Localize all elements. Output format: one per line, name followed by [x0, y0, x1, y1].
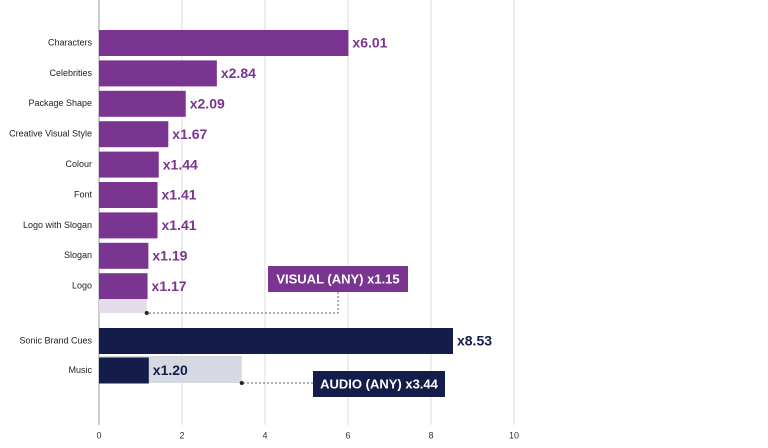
value-label: x2.84 — [221, 65, 256, 81]
category-label: Package Shape — [28, 98, 92, 108]
bar — [99, 30, 349, 56]
bar — [99, 357, 149, 384]
value-label: x1.20 — [153, 362, 188, 378]
value-label: x1.41 — [162, 187, 197, 203]
bar — [99, 60, 217, 87]
category-label: Music — [68, 365, 92, 375]
value-label: x1.67 — [172, 126, 207, 142]
category-label: Font — [74, 189, 93, 199]
value-label: x1.19 — [152, 248, 187, 264]
annotation-box — [313, 371, 445, 397]
category-label: Celebrities — [49, 68, 92, 78]
category-label: Sonic Brand Cues — [19, 335, 92, 345]
bar — [99, 242, 149, 269]
bar — [99, 121, 169, 148]
value-label: x2.09 — [190, 96, 225, 112]
value-label: x1.17 — [152, 278, 187, 294]
x-tick-label: 0 — [96, 430, 101, 440]
bar — [99, 328, 453, 354]
annotation-label: AUDIO (ANY) x3.44 — [320, 376, 439, 391]
value-label: x8.53 — [457, 333, 492, 349]
combined-bar — [99, 300, 147, 313]
value-label: x1.44 — [163, 156, 198, 172]
x-tick-label: 4 — [262, 430, 267, 440]
x-tick-label: 6 — [345, 430, 350, 440]
bar — [99, 90, 186, 117]
x-tick-label: 2 — [179, 430, 184, 440]
value-label: x6.01 — [352, 35, 387, 51]
annotation-box — [268, 266, 408, 292]
category-label: Colour — [65, 159, 92, 169]
category-label: Slogan — [64, 250, 92, 260]
connector-dot — [144, 311, 149, 315]
bar — [99, 151, 159, 178]
bar — [99, 212, 158, 239]
category-label: Creative Visual Style — [9, 129, 92, 139]
bar — [99, 273, 148, 300]
category-label: Logo — [72, 281, 92, 291]
connector-dot — [239, 381, 244, 385]
connector — [146, 292, 339, 314]
value-label: x1.41 — [162, 217, 197, 233]
bar — [99, 182, 158, 208]
x-tick-label: 10 — [509, 430, 519, 440]
annotation-label: VISUAL (ANY) x1.15 — [276, 271, 399, 286]
category-label: Logo with Slogan — [23, 220, 92, 230]
x-tick-label: 8 — [428, 430, 433, 440]
category-label: Characters — [48, 37, 93, 47]
